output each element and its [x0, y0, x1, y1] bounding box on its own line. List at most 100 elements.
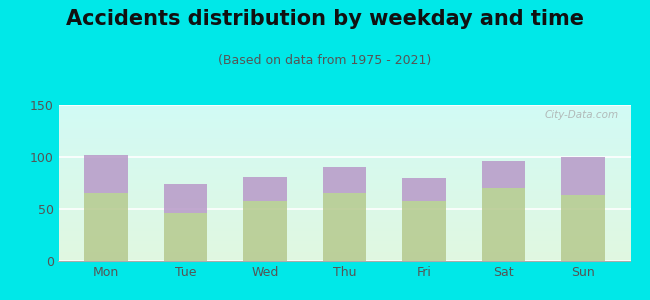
Bar	[482, 188, 525, 261]
Bar	[58, 192, 630, 194]
Bar	[58, 258, 630, 260]
Bar	[58, 138, 630, 139]
Bar	[58, 213, 630, 214]
Bar	[58, 175, 630, 177]
Bar	[58, 247, 630, 248]
Bar	[58, 222, 630, 224]
Bar	[58, 230, 630, 231]
Bar	[58, 183, 630, 184]
Bar	[58, 177, 630, 178]
Bar	[58, 241, 630, 242]
Bar	[58, 217, 630, 219]
Bar	[58, 202, 630, 203]
Bar	[58, 227, 630, 228]
Text: Accidents distribution by weekday and time: Accidents distribution by weekday and ti…	[66, 9, 584, 29]
Bar	[58, 233, 630, 235]
Bar	[58, 220, 630, 222]
Bar	[58, 158, 630, 160]
Bar	[322, 194, 367, 261]
Bar	[58, 128, 630, 130]
Bar	[58, 178, 630, 180]
Bar	[58, 161, 630, 163]
Bar	[58, 164, 630, 166]
Bar	[58, 245, 630, 247]
Bar	[243, 201, 287, 261]
Bar	[58, 133, 630, 135]
Bar	[58, 248, 630, 250]
Bar	[58, 110, 630, 111]
Bar	[58, 203, 630, 205]
Bar	[58, 157, 630, 158]
Bar	[58, 196, 630, 197]
Bar	[58, 113, 630, 114]
Bar	[58, 124, 630, 125]
Bar	[58, 125, 630, 127]
Bar	[58, 135, 630, 136]
Bar	[58, 142, 630, 144]
Bar	[58, 211, 630, 213]
Bar	[58, 260, 630, 261]
Bar	[58, 253, 630, 255]
Bar	[58, 235, 630, 236]
Bar	[58, 242, 630, 244]
Bar	[58, 186, 630, 188]
Bar	[58, 163, 630, 164]
Bar	[58, 200, 630, 202]
Bar	[58, 114, 630, 116]
Bar	[164, 213, 207, 261]
Bar	[58, 155, 630, 157]
Bar	[58, 174, 630, 175]
Bar	[58, 219, 630, 220]
Bar	[58, 141, 630, 142]
Bar	[84, 155, 128, 194]
Bar	[402, 178, 446, 201]
Bar	[84, 194, 128, 261]
Bar	[58, 182, 630, 183]
Bar	[58, 250, 630, 252]
Bar	[561, 196, 605, 261]
Bar	[58, 136, 630, 138]
Bar	[58, 180, 630, 182]
Bar	[58, 206, 630, 208]
Bar	[58, 238, 630, 239]
Bar	[58, 150, 630, 152]
Bar	[58, 131, 630, 133]
Bar	[58, 153, 630, 155]
Bar	[58, 216, 630, 217]
Bar	[482, 161, 525, 188]
Bar	[58, 209, 630, 211]
Bar	[58, 121, 630, 122]
Bar	[58, 236, 630, 238]
Bar	[58, 191, 630, 192]
Bar	[58, 149, 630, 150]
Bar	[58, 127, 630, 128]
Bar	[58, 199, 630, 200]
Bar	[58, 166, 630, 167]
Bar	[58, 139, 630, 141]
Bar	[58, 170, 630, 172]
Bar	[58, 130, 630, 131]
Bar	[58, 197, 630, 199]
Bar	[58, 119, 630, 121]
Bar	[58, 255, 630, 256]
Bar	[58, 146, 630, 147]
Bar	[58, 214, 630, 216]
Bar	[58, 208, 630, 209]
Bar	[58, 225, 630, 227]
Bar	[58, 167, 630, 169]
Bar	[58, 184, 630, 186]
Bar	[58, 256, 630, 258]
Bar	[58, 122, 630, 124]
Bar	[58, 172, 630, 174]
Text: City-Data.com: City-Data.com	[545, 110, 619, 120]
Bar	[58, 152, 630, 153]
Bar	[402, 201, 446, 261]
Bar	[322, 167, 367, 194]
Bar	[58, 244, 630, 245]
Bar	[58, 194, 630, 196]
Bar	[58, 228, 630, 230]
Bar	[243, 177, 287, 201]
Bar	[58, 105, 630, 106]
Bar	[58, 239, 630, 241]
Bar	[58, 106, 630, 108]
